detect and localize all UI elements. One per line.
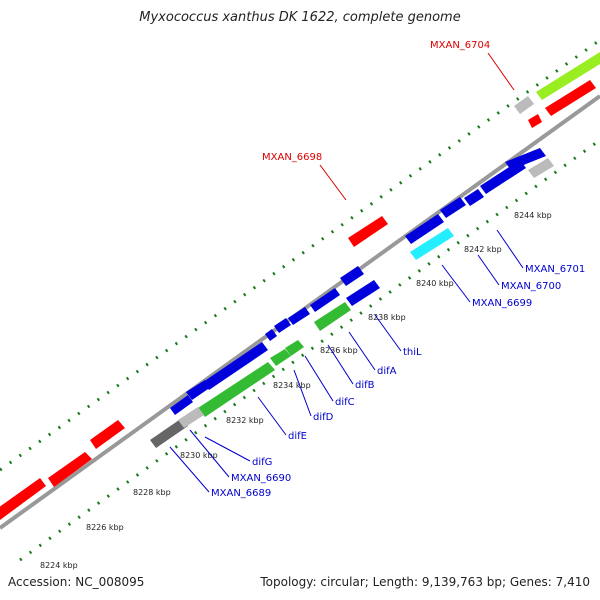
- gene-label-leader: [304, 355, 334, 402]
- gene-arrow: [265, 329, 277, 341]
- gene-label-leader: [374, 314, 402, 352]
- gene-arrow: [348, 216, 388, 247]
- gene-label[interactable]: difE: [288, 431, 307, 442]
- scale-label: 8238 kbp: [368, 313, 406, 322]
- scale-label: 8234 kbp: [273, 381, 311, 390]
- gene-label-leader: [169, 446, 210, 493]
- gene-arrow: [405, 214, 444, 244]
- gene-arrow: [536, 52, 600, 100]
- gene-arrow: [0, 478, 46, 520]
- gene-arrow: [288, 307, 310, 325]
- outer-tick-ring: [0, 38, 600, 472]
- gene-label-leader: [487, 52, 515, 91]
- gene-label-leader: [257, 396, 287, 436]
- gene-arrow: [340, 266, 364, 286]
- gene-label-leader: [293, 369, 312, 417]
- gene-arrow: [314, 302, 351, 331]
- gene-label[interactable]: MXAN_6689: [211, 488, 271, 499]
- gene-label[interactable]: difB: [355, 380, 375, 391]
- gene-arrow: [528, 158, 554, 178]
- gene-label-leader: [477, 254, 500, 286]
- gene-label[interactable]: difG: [252, 457, 272, 468]
- scale-label: 8244 kbp: [514, 211, 552, 220]
- scale-label: 8230 kbp: [180, 451, 218, 460]
- gene-arrow: [505, 148, 546, 170]
- gene-arrow: [150, 418, 188, 448]
- gene-label[interactable]: MXAN_6704: [430, 40, 490, 51]
- scale-label: 8226 kbp: [86, 523, 124, 532]
- gene-label-leader: [348, 331, 376, 371]
- accession-text: Accession: NC_008095: [8, 575, 145, 589]
- gene-label-leader: [496, 229, 524, 269]
- scale-labels: 8224 kbp 8226 kbp 8228 kbp 8230 kbp 8232 kbp…: [40, 211, 552, 570]
- gene-arrow: [270, 349, 291, 366]
- genome-summary-text: Topology: circular; Length: 9,139,763 bp…: [260, 575, 590, 589]
- gene-label-leader: [319, 164, 347, 201]
- gene-label[interactable]: difC: [335, 397, 355, 408]
- gene-arrow: [186, 380, 211, 400]
- gene-label[interactable]: MXAN_6701: [525, 264, 585, 275]
- gene-arrow: [440, 197, 466, 218]
- inner-tick-ring: [19, 138, 600, 562]
- scale-label: 8242 kbp: [464, 245, 502, 254]
- scale-label: 8228 kbp: [133, 488, 171, 497]
- gene-arrow: [90, 420, 125, 449]
- map-title: Myxococcus xanthus DK 1622, complete gen…: [139, 10, 461, 25]
- gene-arrow: [410, 228, 454, 260]
- gene-arrow: [285, 340, 304, 356]
- gene-arrow: [178, 407, 204, 428]
- gene-arrow: [203, 342, 268, 390]
- gene-label[interactable]: MXAN_6698: [262, 152, 322, 163]
- gene-label-leader: [189, 429, 230, 478]
- gene-arrow: [528, 114, 542, 128]
- gene-label[interactable]: MXAN_6690: [231, 473, 291, 484]
- gene-arrow: [514, 96, 534, 114]
- gene-label-leader: [204, 436, 251, 462]
- gene-arrow: [48, 452, 92, 487]
- scale-label: 8236 kbp: [320, 346, 358, 355]
- scale-label: 8224 kbp: [40, 561, 78, 570]
- gene-arrow: [170, 395, 193, 415]
- gene-label[interactable]: MXAN_6700: [501, 281, 561, 292]
- gene-label-leader: [441, 264, 471, 303]
- gene-label-leader: [327, 344, 354, 385]
- gene-label[interactable]: difA: [377, 366, 397, 377]
- gene-arrow: [310, 288, 340, 312]
- scale-label: 8240 kbp: [416, 279, 454, 288]
- gene-labels: MXAN_6704 MXAN_6698 MXAN_6701 MXAN_6700 MXAN…: [169, 40, 585, 499]
- gene-arrow: [274, 318, 291, 333]
- gene-arrow: [464, 189, 484, 206]
- gene-arrow: [198, 362, 275, 417]
- gene-label[interactable]: MXAN_6699: [472, 298, 532, 309]
- scale-label: 8232 kbp: [226, 416, 264, 425]
- gene-arrow: [346, 280, 380, 306]
- gene-label[interactable]: difD: [313, 412, 334, 423]
- gene-label[interactable]: thiL: [403, 347, 422, 358]
- forward-strand-genes: [0, 52, 600, 520]
- gene-arrow: [545, 80, 596, 116]
